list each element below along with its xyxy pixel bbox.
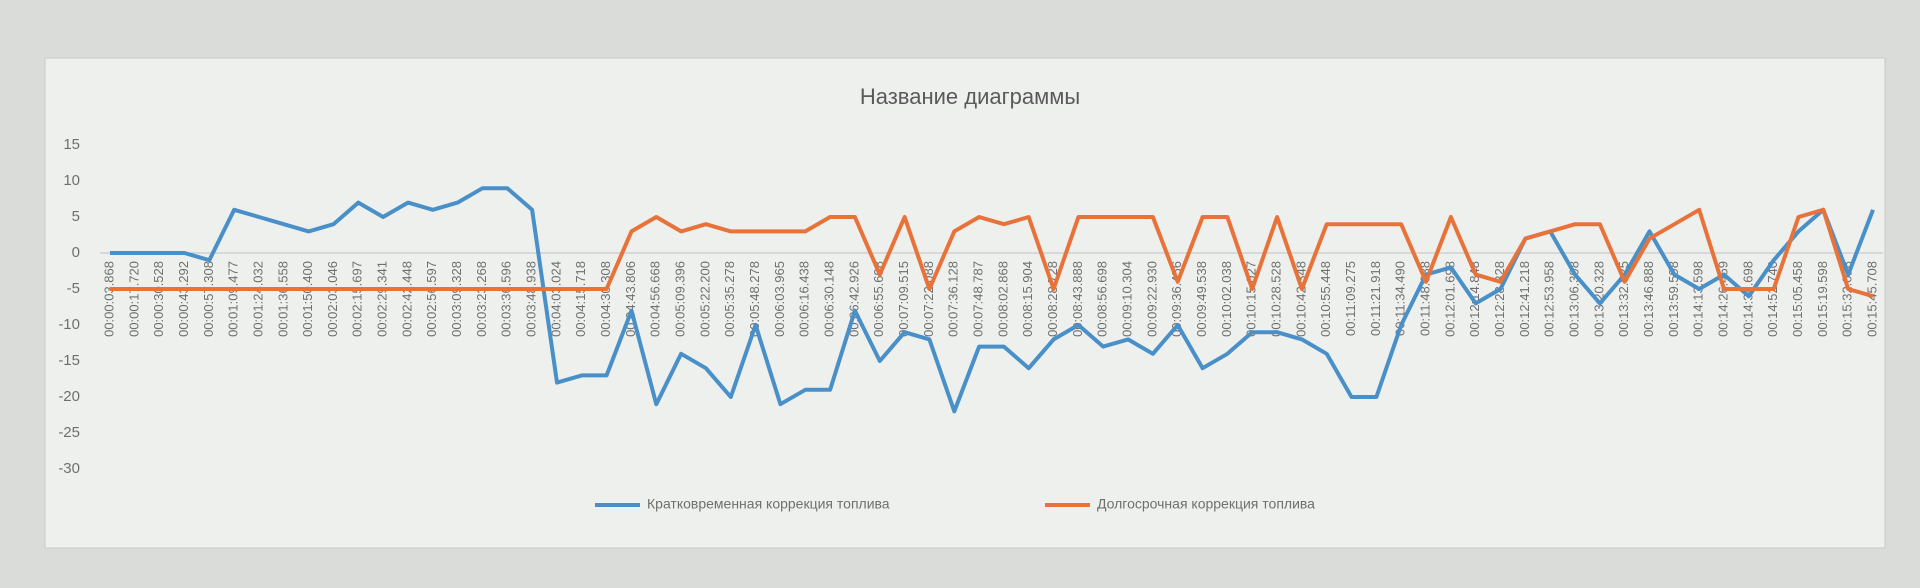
x-tick-label: 00:01:50.400 <box>300 261 315 337</box>
x-tick-label: 00:07:09.515 <box>896 261 911 337</box>
x-tick-label: 00:06:16.438 <box>797 261 812 337</box>
y-tick-label: -10 <box>58 316 80 333</box>
x-tick-label: 00:02:03.046 <box>325 261 340 337</box>
x-tick-label: 00:00:03.868 <box>101 261 116 337</box>
x-tick-label: 00:15:05.458 <box>1790 261 1805 337</box>
y-tick-label: -30 <box>58 460 80 477</box>
legend-label: Кратковременная коррекция топлива <box>647 496 890 512</box>
x-tick-label: 00:02:15.697 <box>350 261 365 337</box>
x-tick-label: 00:02:29.341 <box>375 261 390 337</box>
x-tick-label: 00:08:02.868 <box>995 261 1010 337</box>
x-tick-label: 00:01:24.032 <box>250 261 265 337</box>
x-tick-label: 00:02:42.448 <box>399 261 414 337</box>
x-tick-label: 00:13:20.328 <box>1591 261 1606 337</box>
series-line <box>110 186 1875 414</box>
x-tick-label: 00:10:02.038 <box>1219 261 1234 337</box>
x-tick-label: 00:08:43.888 <box>1070 261 1085 337</box>
y-tick-label: 10 <box>63 172 80 189</box>
x-tick-label: 00:03:09.328 <box>449 261 464 337</box>
chart-title: Название диаграммы <box>860 84 1080 109</box>
x-tick-label: 00:01:36.558 <box>275 261 290 337</box>
x-tick-label: 00:01:09.477 <box>226 261 241 337</box>
y-tick-label: 15 <box>63 136 80 153</box>
x-tick-label: 00:03:23.268 <box>474 261 489 337</box>
x-tick-label: 00:03:48.938 <box>524 261 539 337</box>
x-tick-label: 00:05:35.278 <box>722 261 737 337</box>
x-tick-label: 00:05:22.200 <box>697 261 712 337</box>
x-tick-label: 00:05:48.278 <box>747 261 762 337</box>
y-tick-label: -5 <box>67 280 80 297</box>
y-tick-label: -20 <box>58 388 80 405</box>
x-tick-label: 00:14:13.598 <box>1691 261 1706 337</box>
x-tick-label: 00:06:03.965 <box>772 261 787 337</box>
x-tick-label: 00:12:41.218 <box>1517 261 1532 337</box>
x-tick-label: 00:09:49.538 <box>1194 261 1209 337</box>
x-tick-label: 00:04:15.718 <box>573 261 588 337</box>
x-tick-label: 00:05:09.396 <box>673 261 688 337</box>
x-tick-label: 00:00:43.292 <box>176 261 191 337</box>
y-tick-label: -15 <box>58 352 80 369</box>
x-tick-label: 00:00:30.528 <box>151 261 166 337</box>
x-tick-label: 00:09:10.304 <box>1120 261 1135 337</box>
x-tick-label: 00:09:22.930 <box>1144 261 1159 337</box>
y-tick-label: 0 <box>72 244 80 261</box>
chart-area <box>44 57 1886 549</box>
x-tick-label: 00:03:36.596 <box>499 261 514 337</box>
x-tick-label: 00:00:57.308 <box>201 261 216 337</box>
x-tick-label: 00:13:59.598 <box>1666 261 1681 337</box>
x-tick-label: 00:11:09.275 <box>1343 261 1358 336</box>
y-tick-label: -25 <box>58 424 80 441</box>
x-tick-label: 00:02:56.597 <box>424 261 439 337</box>
x-tick-label: 00:07:48.787 <box>971 261 986 337</box>
x-tick-label: 00:14:38.698 <box>1740 261 1755 337</box>
x-tick-label: 00:06:55.698 <box>871 261 886 337</box>
x-tick-label: 00:08:15.904 <box>1020 261 1035 337</box>
x-tick-label: 00:15:19.598 <box>1815 261 1830 337</box>
x-tick-label: 00:10:28.528 <box>1268 261 1283 337</box>
x-tick-label: 00:15:45.708 <box>1864 261 1879 337</box>
x-tick-label: 00:00:17.720 <box>126 261 141 337</box>
y-tick-label: 5 <box>72 208 80 225</box>
x-tick-label: 00:12:01.698 <box>1442 261 1457 337</box>
x-tick-label: 00:07:36.128 <box>946 261 961 337</box>
x-tick-label: 00:13:46.888 <box>1641 261 1656 337</box>
x-tick-label: 00:06:30.148 <box>822 261 837 337</box>
x-tick-label: 00:10:55.448 <box>1318 261 1333 337</box>
legend-label: Долгосрочная коррекция топлива <box>1097 496 1315 512</box>
x-tick-label: 00:04:56.668 <box>648 261 663 337</box>
x-tick-label: 00:08:56.698 <box>1095 261 1110 337</box>
x-tick-label: 00:04:03.024 <box>548 261 563 337</box>
x-tick-label: 00:04:30.308 <box>598 261 613 337</box>
x-tick-label: 00:11:21.918 <box>1368 261 1383 336</box>
series-line <box>110 207 1874 299</box>
x-tick-label: 00:12:53.958 <box>1542 261 1557 337</box>
